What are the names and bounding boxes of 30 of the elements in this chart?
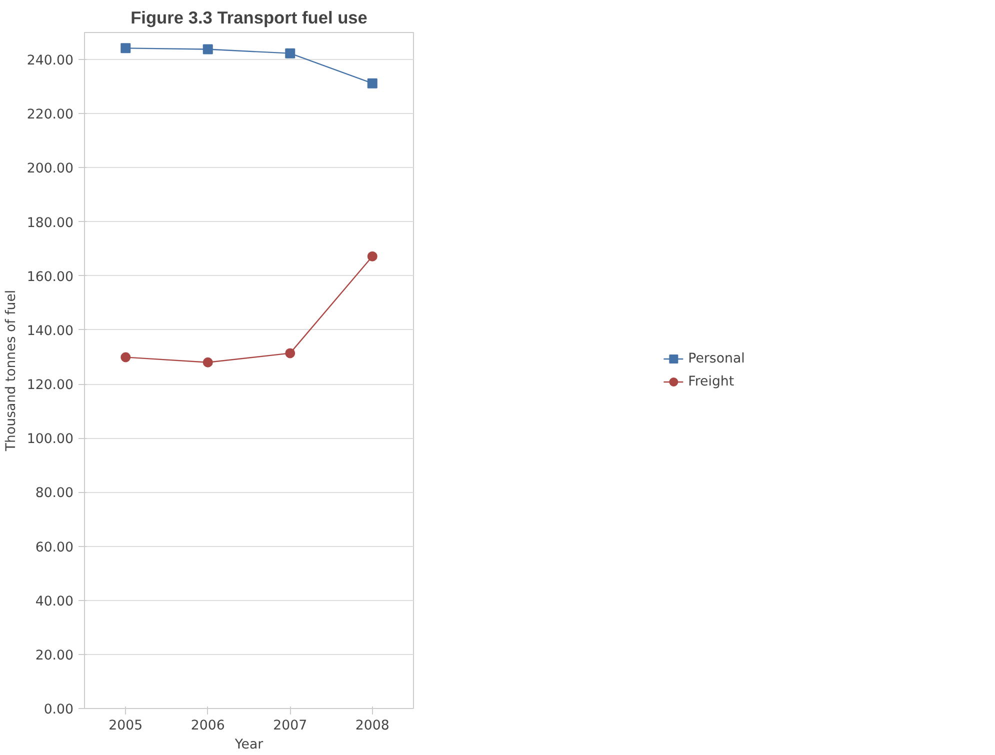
y-tick-label: 140.00: [26, 324, 74, 339]
point: [285, 48, 296, 58]
chart-title: Figure 3.3 Transport fuel use: [130, 8, 368, 28]
legend-label: Personal: [688, 351, 745, 366]
y-tick-label: 0.00: [44, 702, 74, 718]
y-tick-label: 220.00: [26, 108, 74, 123]
y-tick-label: 20.00: [35, 648, 74, 664]
point: [202, 357, 213, 368]
x-axis-title: Year: [234, 738, 264, 752]
y-tick-label: 100.00: [26, 432, 74, 448]
point: [120, 352, 131, 362]
x-tick-label: 2008: [355, 718, 390, 734]
x-tick-label: 2006: [190, 718, 225, 734]
y-tick-label: 180.00: [26, 216, 74, 231]
y-tick-label: 60.00: [35, 540, 74, 556]
y-axis-title: Thousand tonnes of fuel: [4, 290, 19, 452]
y-tick-label: 240.00: [26, 54, 74, 69]
point: [285, 348, 296, 358]
x-tick-label: 2005: [108, 718, 143, 734]
point: [367, 251, 378, 262]
y-tick-label: 200.00: [26, 162, 74, 177]
point: [367, 78, 378, 88]
y-tick-label: 40.00: [35, 594, 74, 610]
legend-label: Freight: [688, 374, 734, 389]
y-tick-label: 120.00: [26, 378, 74, 394]
y-tick-label: 80.00: [35, 486, 74, 502]
point: [120, 43, 131, 54]
point: [202, 44, 213, 54]
x-tick-label: 2007: [273, 718, 308, 734]
y-tick-label: 160.00: [26, 270, 74, 285]
